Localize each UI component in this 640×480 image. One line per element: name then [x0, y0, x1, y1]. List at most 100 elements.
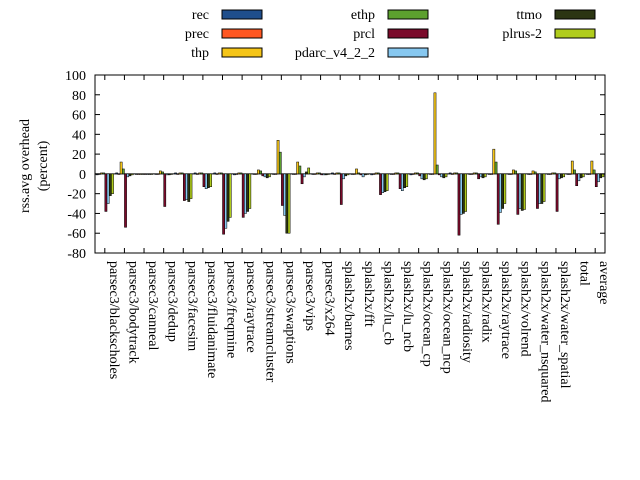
bar-plrus-2 — [326, 173, 330, 175]
bar-plrus-2 — [346, 173, 350, 176]
bar-rec — [370, 173, 374, 176]
bar-ttmo — [265, 173, 269, 179]
bar-ethp — [592, 169, 596, 175]
x-tick-label: parsec3/blackscholes — [106, 261, 121, 379]
bar-ttmo — [462, 173, 465, 214]
bar-plrus-2 — [483, 173, 487, 178]
bar-plrus-2 — [366, 173, 369, 175]
bar-rec — [468, 173, 472, 175]
bar-rec — [134, 173, 138, 175]
bar-ttmo — [108, 173, 112, 196]
bar-ttmo — [579, 173, 583, 179]
bar-prec — [137, 173, 140, 175]
bar-prec — [294, 173, 297, 175]
bar-prcl — [379, 173, 382, 195]
bar-pdarc-v4-2-2 — [244, 173, 247, 214]
bar-prcl — [300, 173, 304, 185]
bar-rec — [174, 172, 177, 175]
y-axis-label: rss.avg overhead — [18, 119, 33, 213]
bar-prcl — [143, 173, 147, 175]
bar-prec — [274, 173, 278, 175]
bar-rec — [566, 173, 570, 175]
bar-ethp — [161, 171, 164, 175]
bar-ttmo — [481, 173, 485, 179]
y-tick-label: -40 — [67, 207, 86, 222]
bar-pdarc-v4-2-2 — [126, 173, 130, 178]
bar-rec — [115, 172, 119, 175]
bar-rec — [507, 173, 511, 175]
bar-prcl — [496, 173, 500, 225]
x-tick-label: parsec3/facesim — [184, 261, 199, 351]
y-tick-label: 60 — [72, 109, 86, 124]
bar-prcl — [555, 173, 559, 212]
bar-ethp — [553, 172, 557, 175]
bar-thp — [119, 161, 123, 175]
legend-label: ttmo — [516, 8, 542, 23]
legend-label: rec — [192, 8, 209, 23]
legend-swatch — [221, 28, 263, 39]
bar-thp — [178, 172, 182, 175]
bar-ethp — [396, 172, 400, 175]
bar-prcl — [438, 173, 441, 176]
x-tick-label: splash2x/raytrace — [498, 261, 513, 359]
bar-pdarc-v4-2-2 — [577, 173, 581, 182]
bar-plrus-2 — [228, 173, 232, 218]
bar-prec — [372, 173, 376, 175]
x-axis: parsec3/blackscholes parsec3/bodytrack par… — [104, 75, 611, 403]
bar-thp — [217, 172, 221, 175]
bar-plrus-2 — [562, 173, 566, 178]
legend-swatch — [554, 28, 596, 39]
x-tick-label: parsec3/dedup — [165, 261, 180, 342]
legend-swatch — [387, 47, 429, 58]
bar-prcl — [320, 173, 324, 176]
bar-plrus-2 — [170, 173, 173, 175]
bar-prec — [490, 173, 493, 175]
bar-pdarc-v4-2-2 — [597, 173, 600, 183]
y-tick-label: 40 — [72, 128, 86, 143]
x-tick-label: parsec3/swaptions — [282, 261, 297, 364]
bar-prec — [196, 173, 199, 175]
x-tick-label: splash2x/water_spatial — [557, 261, 572, 389]
bar-pdarc-v4-2-2 — [185, 173, 188, 200]
x-tick-label: splash2x/barnes — [341, 261, 356, 350]
legend-swatch — [554, 9, 596, 20]
bar-plrus-2 — [111, 173, 114, 194]
x-tick-label: parsec3/x264 — [322, 261, 337, 336]
bar-pdarc-v4-2-2 — [479, 173, 483, 178]
bar-rec — [350, 173, 354, 175]
legend-swatch — [221, 47, 263, 58]
bar-thp — [159, 170, 162, 175]
bar-rec — [409, 173, 413, 176]
bar-ttmo — [520, 173, 524, 211]
plot-border — [94, 74, 606, 254]
bar-ttmo — [246, 173, 249, 212]
bar-prec — [254, 173, 258, 175]
bar-prec — [470, 173, 474, 175]
bar-plrus-2 — [307, 167, 311, 175]
bar-prec — [117, 173, 121, 175]
bar-thp — [590, 160, 594, 175]
bar-plrus-2 — [425, 173, 428, 180]
bar-ethp — [475, 172, 478, 175]
bar-prcl — [261, 173, 265, 177]
bar-rec — [193, 172, 197, 175]
bar-prcl — [163, 173, 167, 207]
bar-prcl — [281, 173, 284, 206]
bar-pdarc-v4-2-2 — [361, 173, 365, 178]
bar-ethp — [357, 172, 361, 175]
x-tick-label: splash2x/fft — [361, 261, 376, 327]
legend-swatch — [221, 9, 263, 20]
legend: rec prec thp ethp prcl pdarc_v4_2_2 ttmo plrus-… — [185, 8, 596, 61]
bar-plrus-2 — [209, 173, 212, 187]
bar-ttmo — [599, 173, 603, 179]
bar-plrus-2 — [287, 173, 291, 234]
x-tick-label: parsec3/streamcluster — [263, 261, 278, 383]
y-tick-label: 0 — [79, 168, 86, 183]
bar-rec — [331, 172, 334, 175]
x-tick-label: parsec3/bodytrack — [125, 261, 140, 364]
bar-ttmo — [344, 173, 348, 177]
bar-ttmo — [403, 173, 406, 188]
bar-rec — [213, 172, 217, 175]
bar-plrus-2 — [248, 173, 252, 209]
bar-ethp — [435, 164, 439, 175]
